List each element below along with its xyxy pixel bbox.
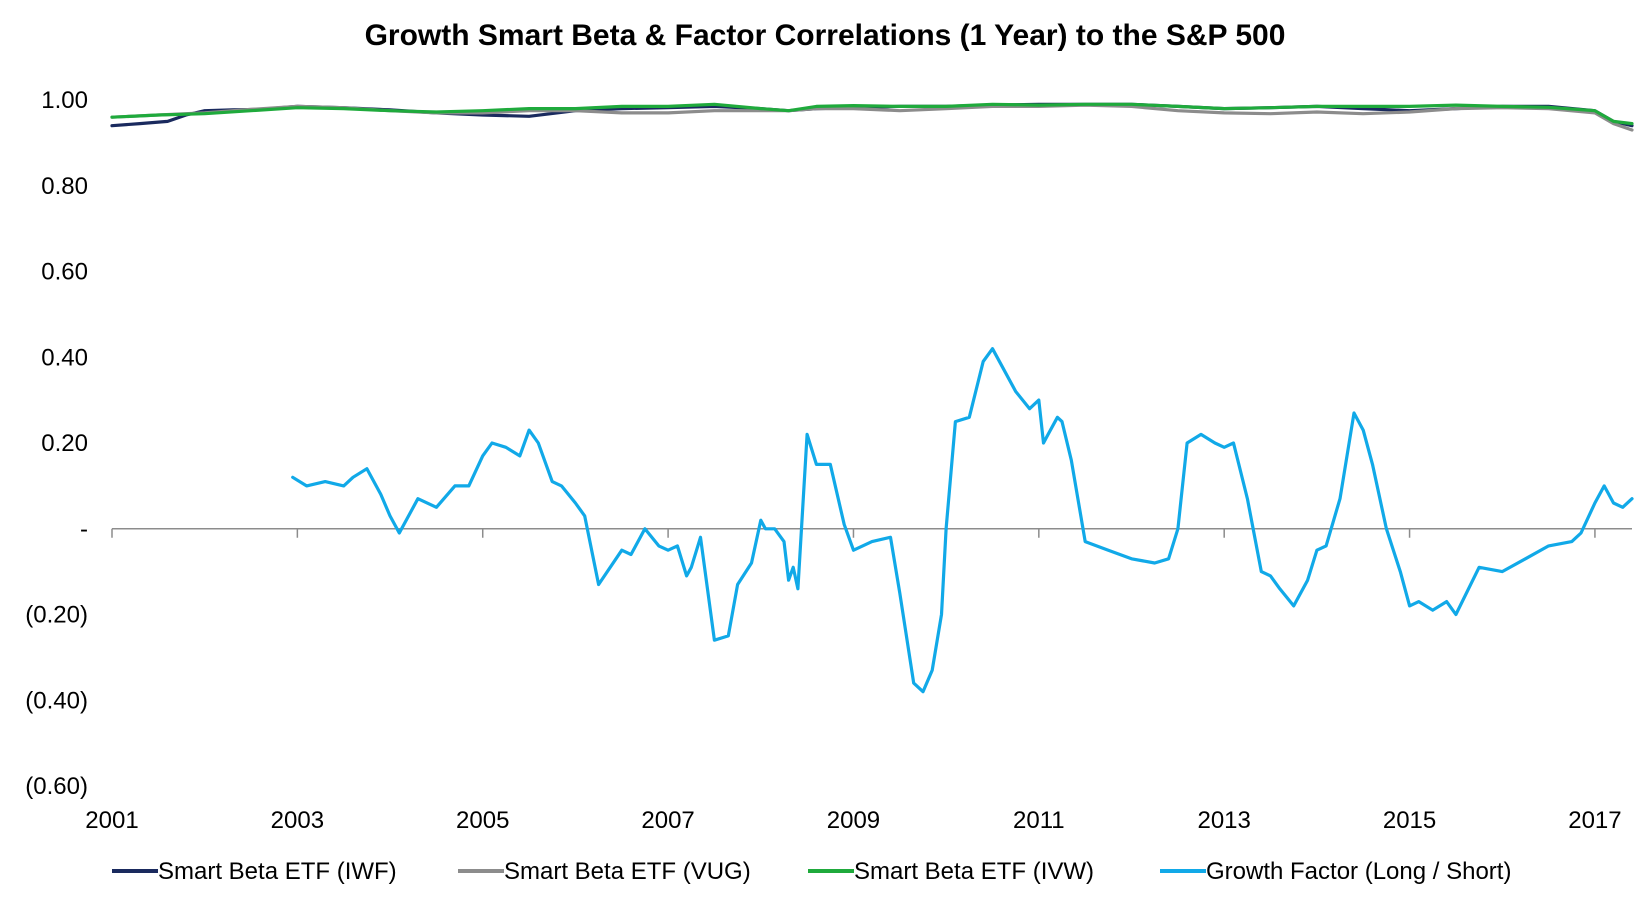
y-tick-label: 1.00: [41, 87, 88, 114]
y-tick-label: (0.60): [25, 773, 88, 800]
legend-label: Smart Beta ETF (IVW): [854, 858, 1094, 885]
x-axis: 2001 2003 2005 2007 2009 2011 2013 2015 2017: [85, 528, 1632, 834]
legend-label: Smart Beta ETF (IWF): [158, 858, 397, 885]
x-tick-label: 2009: [827, 807, 880, 834]
x-tick-label: 2001: [85, 807, 138, 834]
y-tick-label: (0.40): [25, 687, 88, 714]
x-tick-label: 2013: [1197, 807, 1250, 834]
legend: Smart Beta ETF (IWF) Smart Beta ETF (VUG)…: [112, 858, 1511, 885]
x-tick-label: 2005: [456, 807, 509, 834]
x-tick-label: 2015: [1383, 807, 1436, 834]
y-axis-tick-labels: 1.00 0.80 0.60 0.40 0.20 - (0.20) (0.40) (0.60): [25, 87, 88, 800]
y-tick-label: 0.60: [41, 259, 88, 286]
y-tick-label: 0.40: [41, 344, 88, 371]
y-tick-label: -: [80, 516, 88, 543]
series-line-growth-factor-long-short: [291, 347, 1634, 694]
series-line-smart-beta-etf-ivw: [110, 102, 1634, 126]
series-lines: [110, 102, 1634, 694]
legend-label: Smart Beta ETF (VUG): [504, 858, 751, 885]
y-tick-label: 0.80: [41, 173, 88, 200]
chart-title: Growth Smart Beta & Factor Correlations …: [365, 19, 1286, 52]
y-tick-label: 0.20: [41, 430, 88, 457]
x-tick-label: 2003: [271, 807, 324, 834]
x-tick-label: 2011: [1013, 807, 1065, 834]
x-tick-label: 2017: [1568, 807, 1621, 834]
legend-label: Growth Factor (Long / Short): [1206, 858, 1511, 885]
x-tick-label: 2007: [641, 807, 694, 834]
y-tick-label: (0.20): [25, 602, 88, 629]
